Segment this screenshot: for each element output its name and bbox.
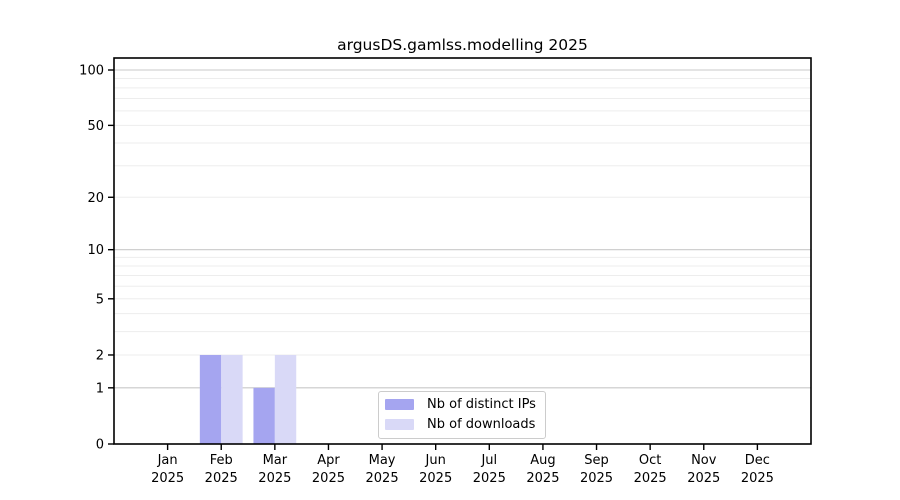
- x-tick-label-year: 2025: [634, 471, 667, 486]
- legend-item-downloads: Nb of downloads: [385, 417, 536, 432]
- x-tick-label-month: May: [369, 453, 396, 468]
- x-tick-label-month: Apr: [317, 453, 340, 468]
- x-tick-label-month: Jan: [157, 453, 178, 468]
- y-tick-label: 20: [87, 191, 104, 206]
- x-tick-label-month: Aug: [530, 453, 555, 468]
- x-tick-label-year: 2025: [687, 471, 720, 486]
- y-tick-label: 0: [96, 438, 104, 453]
- legend-swatch-distinct-ips-icon: [385, 399, 414, 410]
- x-tick-label-year: 2025: [580, 471, 613, 486]
- x-tick-label-year: 2025: [526, 471, 559, 486]
- y-tick-label: 50: [87, 119, 104, 134]
- legend: Nb of distinct IPs Nb of downloads: [378, 391, 546, 439]
- plot-border: [113, 57, 812, 445]
- x-tick-label-year: 2025: [419, 471, 452, 486]
- x-tick-label-month: Mar: [263, 453, 288, 468]
- x-tick-label-month: Nov: [691, 453, 717, 468]
- x-tick-label-year: 2025: [473, 471, 506, 486]
- bar-downloads-feb: [221, 354, 243, 444]
- x-tick-label-month: Dec: [745, 453, 770, 468]
- x-tick-label-year: 2025: [366, 471, 399, 486]
- legend-swatch-downloads-icon: [385, 419, 414, 430]
- legend-label-downloads: Nb of downloads: [427, 417, 536, 432]
- x-tick-label-year: 2025: [312, 471, 345, 486]
- y-tick-label: 100: [79, 64, 104, 79]
- x-tick-label-month: Oct: [639, 453, 661, 468]
- y-tick-label: 1: [96, 381, 104, 396]
- y-tick-label: 2: [96, 348, 104, 363]
- x-tick-label-year: 2025: [151, 471, 184, 486]
- legend-item-distinct-ips: Nb of distinct IPs: [385, 397, 536, 412]
- y-tick-label: 5: [96, 292, 104, 307]
- x-tick-label-year: 2025: [741, 471, 774, 486]
- bar-distinct-ips-feb: [199, 354, 222, 444]
- x-tick-label-year: 2025: [258, 471, 291, 486]
- x-tick-label-year: 2025: [205, 471, 238, 486]
- x-tick-label-month: Jul: [480, 453, 497, 468]
- bar-distinct-ips-mar: [253, 387, 275, 444]
- legend-label-distinct-ips: Nb of distinct IPs: [427, 397, 536, 412]
- x-tick-label-month: Feb: [210, 453, 233, 468]
- bar-downloads-mar: [274, 354, 297, 444]
- chart-title: argusDS.gamlss.modelling 2025: [337, 36, 588, 54]
- x-tick-label-month: Jun: [425, 453, 446, 468]
- x-tick-label-month: Sep: [584, 453, 609, 468]
- y-tick-label: 10: [87, 243, 104, 258]
